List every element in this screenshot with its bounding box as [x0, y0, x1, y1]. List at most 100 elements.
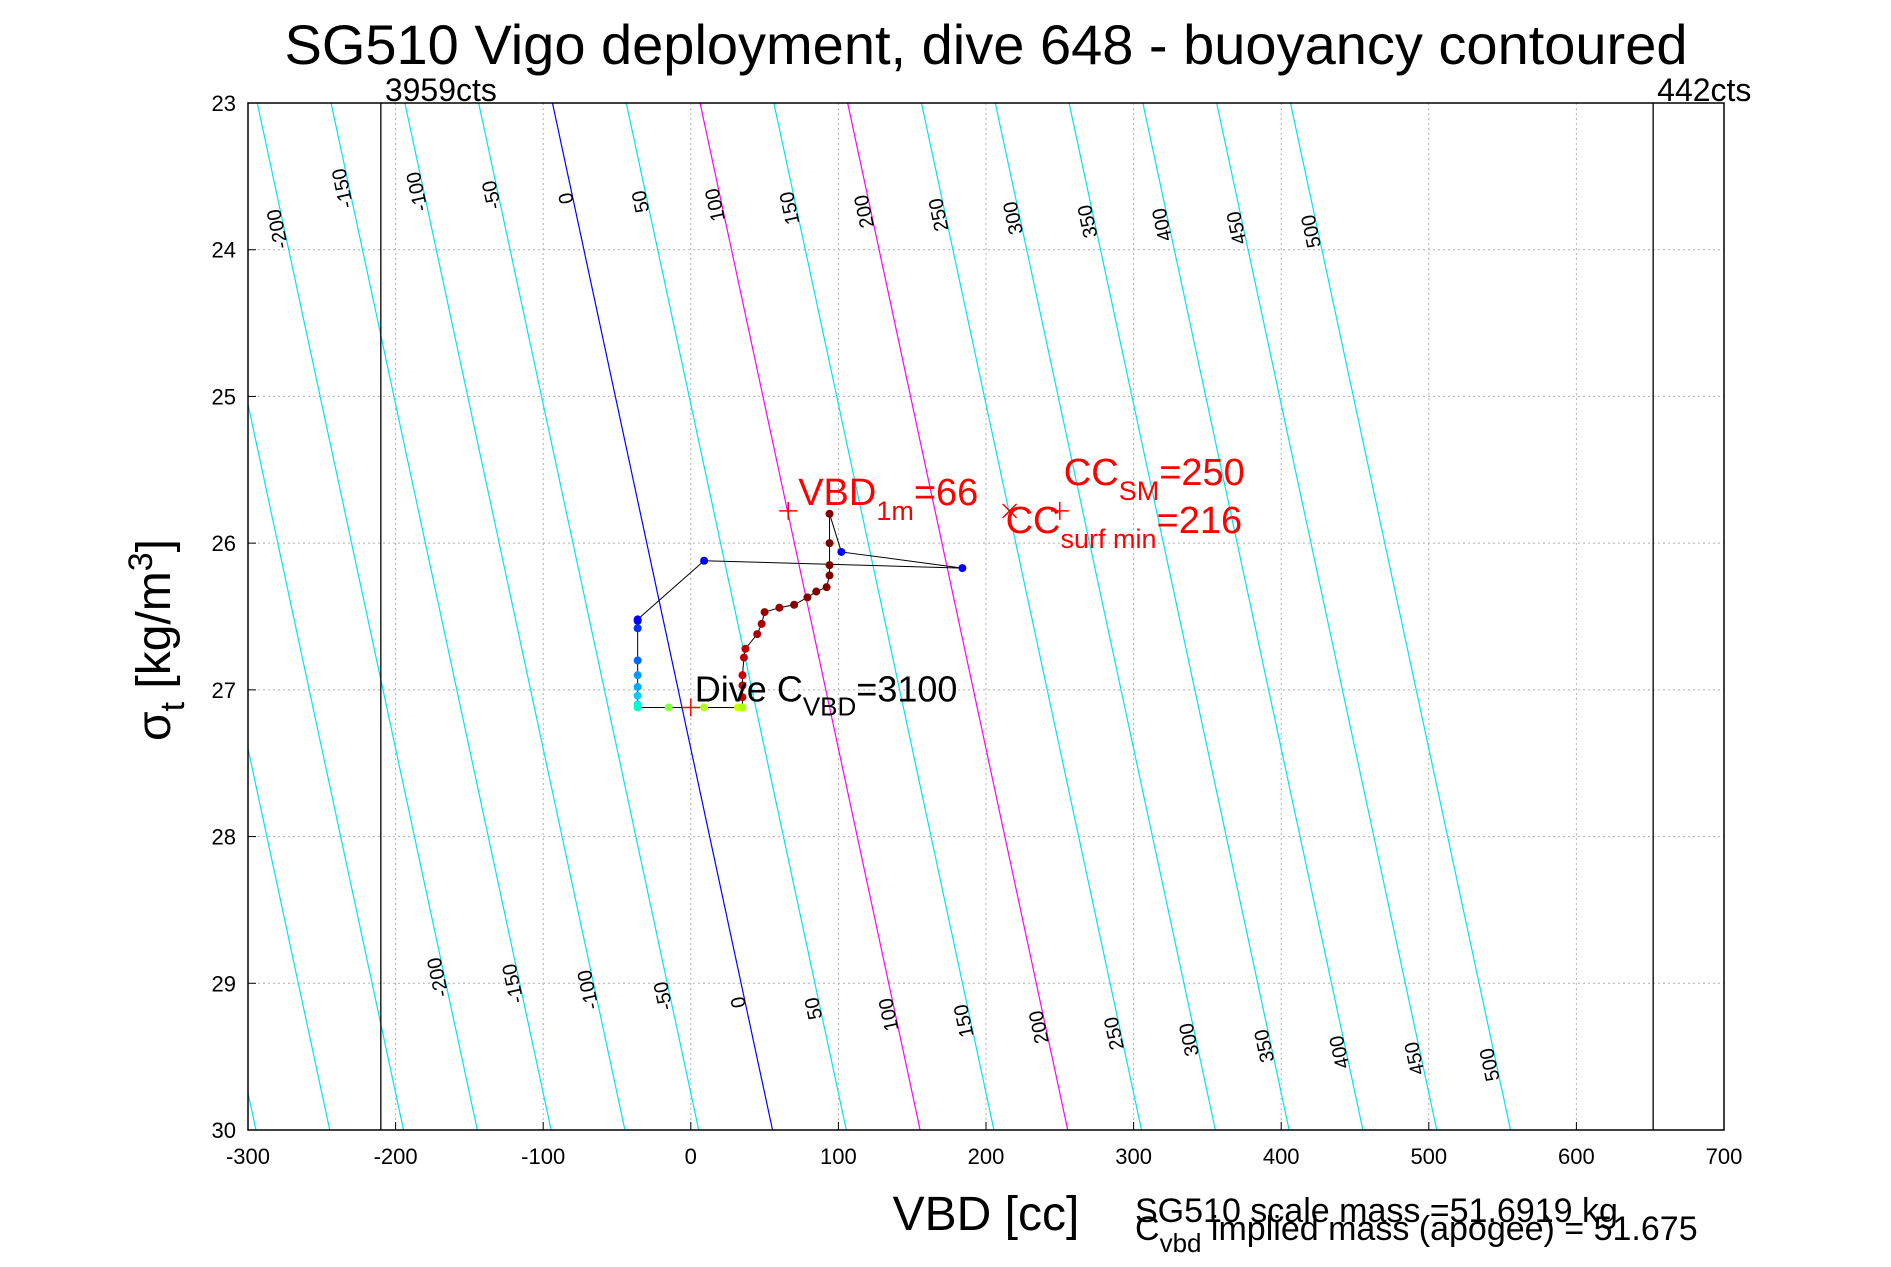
- contour-label-bottom: -100: [574, 968, 604, 1012]
- contour-line: [551, 103, 774, 1130]
- y-tick-label: 23: [212, 91, 236, 116]
- trace-point: [760, 608, 769, 617]
- cc-surf-min-label: CCsurf min=216: [1006, 500, 1243, 554]
- trace-point: [633, 703, 642, 712]
- trace-point: [664, 703, 673, 712]
- contour-label-bottom: 250: [1100, 1015, 1129, 1052]
- footer-implied-mass: Cvbd implied mass (apogee) = 51.675: [1135, 1210, 1698, 1258]
- vbd-limit-label: 442cts: [1657, 72, 1751, 108]
- x-tick-label: 0: [685, 1144, 697, 1169]
- contour-label-bottom: -200: [424, 955, 454, 999]
- y-axis-label-close: ]: [128, 539, 181, 552]
- footer-implied-rest: implied mass (apogee) = 51.675: [1201, 1210, 1697, 1248]
- contour-line: [1142, 103, 1364, 1130]
- y-axis-label-sub: t: [154, 701, 192, 711]
- contour-label-top: 0: [555, 190, 579, 205]
- contour-label-bottom: 400: [1326, 1033, 1355, 1070]
- contour-label-bottom: 150: [950, 1002, 979, 1039]
- trace-point: [825, 509, 834, 518]
- x-tick-label: 400: [1263, 1144, 1300, 1169]
- contour-label-bottom: 100: [875, 996, 904, 1033]
- contour-layer: [248, 103, 1512, 1130]
- footer-scale-mass: SG510 scale mass =51.6919 kg: [1135, 1192, 1618, 1230]
- footer-implied-main: C: [1135, 1210, 1160, 1248]
- contour-label-top: 100: [701, 186, 730, 223]
- trace-point: [738, 693, 747, 702]
- trace-point: [633, 656, 642, 665]
- contour-label-top: -50: [478, 178, 506, 211]
- contour-label-top: 150: [776, 189, 805, 226]
- trace-layer: [633, 509, 967, 712]
- trace-point: [633, 615, 642, 624]
- contour-label-bottom: 0: [727, 994, 751, 1009]
- contour-line: [478, 103, 700, 1130]
- x-tick-label: 300: [1115, 1144, 1152, 1169]
- contour-label-top: 400: [1149, 206, 1178, 243]
- y-tick-label: 27: [212, 678, 236, 703]
- contour-label-layer: -200 -150 -100 -50 0 50 100 150 200 250 300 350 400 4…: [263, 166, 1504, 1083]
- chart-title: SG510 Vigo deployment, dive 648 - buoyan…: [284, 13, 1687, 76]
- contour-line: [1216, 103, 1438, 1130]
- trace-point: [738, 671, 747, 680]
- vbd1m-label: VBD1m=66: [798, 472, 978, 526]
- trace-point: [822, 583, 831, 592]
- contour-label-bottom: 350: [1251, 1027, 1280, 1064]
- trace-point: [790, 600, 799, 609]
- cc-sm-label: CCSM=250: [1064, 452, 1245, 506]
- contour-label-top: -200: [263, 207, 293, 251]
- contour-label-bottom: 500: [1476, 1046, 1505, 1083]
- grid-layer: [247, 102, 1725, 1131]
- trace-point: [700, 556, 709, 565]
- footer-implied-sub: vbd: [1160, 1228, 1202, 1258]
- contour-line: [920, 103, 1143, 1130]
- contour-label-top: 350: [1074, 203, 1103, 240]
- y-axis-label: σt [kg/m3]: [122, 539, 192, 741]
- x-tick-label: -300: [226, 1144, 270, 1169]
- x-axis-label: VBD [cc]: [893, 1188, 1080, 1241]
- trace-point: [825, 539, 834, 548]
- x-tick-label: 200: [968, 1144, 1005, 1169]
- y-tick-label: 28: [212, 825, 236, 850]
- contour-label-top: 200: [851, 193, 880, 230]
- contour-label-bottom: 200: [1025, 1008, 1054, 1045]
- y-tick-label: 30: [212, 1118, 236, 1143]
- trace-point: [825, 561, 834, 570]
- contour-label-bottom: 450: [1401, 1040, 1430, 1077]
- contour-line: [330, 103, 552, 1130]
- dive-cvbd-label: Dive CVBD=3100: [695, 668, 958, 721]
- trace-point: [775, 603, 784, 612]
- contour-label-top: 300: [1000, 199, 1029, 236]
- vbd-limit-label: 3959cts: [385, 72, 497, 108]
- x-tick-label: -200: [374, 1144, 418, 1169]
- contour-line: [1289, 103, 1512, 1130]
- contour-line: [625, 103, 847, 1130]
- contour-label-bottom: 50: [801, 995, 827, 1021]
- contour-label-top: -100: [403, 170, 433, 214]
- trace-point: [958, 564, 967, 573]
- trace-point: [633, 671, 642, 680]
- y-tick-label: 29: [212, 971, 236, 996]
- trace-point: [741, 644, 750, 653]
- y-tick-label: 26: [212, 531, 236, 556]
- trace-point: [812, 587, 821, 596]
- trace-point: [825, 571, 834, 580]
- contour-line: [248, 401, 405, 1130]
- limit-layer: 3959cts 442cts: [380, 72, 1751, 1130]
- trace-point: [633, 682, 642, 691]
- trace-point: [753, 630, 762, 639]
- x-tick-label: 100: [820, 1144, 857, 1169]
- x-tick-label: 700: [1706, 1144, 1743, 1169]
- x-tick-label: 600: [1558, 1144, 1595, 1169]
- trace-point: [700, 703, 709, 712]
- x-tick-label: -100: [521, 1144, 565, 1169]
- trace-point: [757, 619, 766, 628]
- tick-layer: -300 -200 -100 0 100 200 300 400 500 600 700232425…: [212, 91, 1743, 1169]
- contour-line: [404, 103, 626, 1130]
- contour-label-bottom: 300: [1176, 1021, 1205, 1058]
- x-tick-label: 500: [1410, 1144, 1447, 1169]
- contour-line: [994, 103, 1216, 1130]
- contour-label-top: 250: [925, 196, 954, 233]
